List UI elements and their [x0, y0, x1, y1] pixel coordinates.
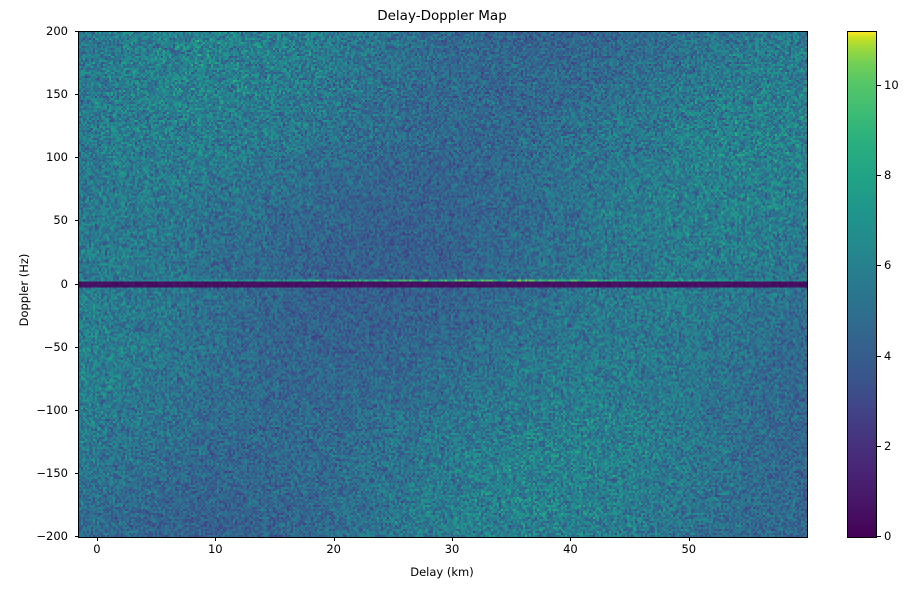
colorbar-tick-mark	[877, 355, 881, 357]
x-tick-mark	[688, 537, 690, 541]
x-tick-label: 10	[207, 542, 223, 556]
x-tick-mark	[452, 537, 454, 541]
y-tick-label: −50	[43, 339, 68, 354]
y-tick-label: −200	[36, 529, 68, 543]
colorbar-tick-label: 4	[884, 348, 892, 363]
x-tick-mark	[215, 537, 217, 541]
colorbar-tick-mark	[877, 536, 881, 537]
colorbar-tick-mark	[877, 265, 881, 267]
x-tick-mark	[96, 537, 98, 541]
y-tick-label: −150	[36, 465, 68, 480]
y-tick-label: 50	[53, 213, 68, 228]
colorbar-tick-label: 2	[884, 438, 892, 453]
y-tick-mark	[74, 346, 78, 348]
y-axis-label: Doppler (Hz)	[17, 253, 31, 327]
colorbar-tick-label: 8	[884, 168, 892, 183]
x-tick-label: 50	[681, 542, 697, 556]
colorbar-tick-label: 10	[884, 78, 899, 93]
y-tick-label: −100	[36, 402, 68, 417]
colorbar-tick-mark	[877, 85, 881, 87]
y-tick-mark	[74, 94, 78, 96]
y-tick-mark	[74, 536, 78, 537]
y-tick-label: 0	[60, 276, 68, 291]
y-tick-label: 100	[46, 150, 68, 165]
colorbar-tick-mark	[877, 445, 881, 447]
x-tick-label: 40	[563, 542, 578, 556]
x-tick-label: 20	[326, 542, 342, 556]
y-tick-mark	[74, 283, 78, 285]
y-tick-mark	[74, 472, 78, 474]
page-title: Delay-Doppler Map	[377, 8, 507, 24]
colorbar[interactable]	[847, 31, 877, 538]
colorbar-tick-label: 6	[884, 258, 892, 273]
y-tick-label: 150	[46, 87, 68, 102]
y-tick-label: 200	[46, 24, 68, 38]
x-tick-mark	[570, 537, 572, 541]
x-tick-label: 0	[93, 542, 101, 556]
x-axis-label: Delay (km)	[410, 565, 474, 579]
y-tick-mark	[74, 157, 78, 159]
y-tick-mark	[74, 31, 78, 32]
heatmap-plot-area[interactable]	[78, 31, 808, 538]
y-tick-mark	[74, 220, 78, 222]
x-tick-label: 30	[444, 542, 460, 556]
colorbar-tick-mark	[877, 175, 881, 177]
colorbar-tick-label: 0	[884, 529, 892, 543]
delay-doppler-heatmap	[79, 32, 807, 537]
x-tick-mark	[333, 537, 335, 541]
y-tick-mark	[74, 409, 78, 411]
